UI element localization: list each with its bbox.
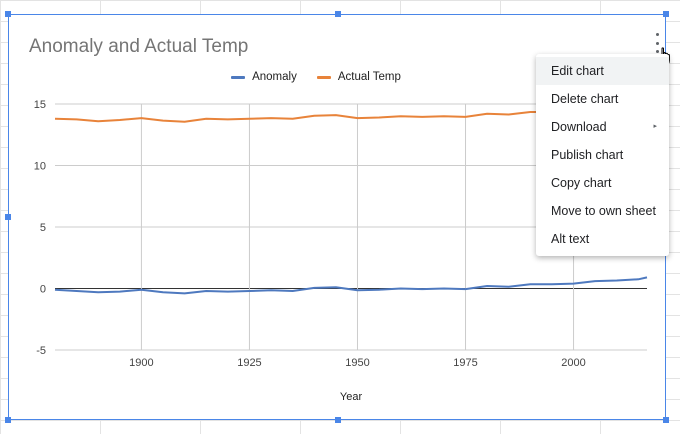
x-tick-label: 1925 <box>237 357 261 369</box>
menu-item-label: Copy chart <box>551 176 612 190</box>
legend-swatch-actual-temp <box>316 75 331 79</box>
resize-handle-top-center[interactable] <box>335 11 341 17</box>
menu-item-delete-chart[interactable]: Delete chart <box>536 85 669 113</box>
y-tick-label: 15 <box>34 99 46 111</box>
menu-item-label: Download <box>551 120 607 134</box>
legend-label-anomaly: Anomaly <box>252 71 297 83</box>
y-tick-label: 0 <box>40 284 46 296</box>
menu-item-publish-chart[interactable]: Publish chart <box>536 141 669 169</box>
menu-item-alt-text[interactable]: Alt text <box>536 225 669 253</box>
menu-item-label: Alt text <box>551 232 590 246</box>
more-vert-icon[interactable] <box>652 33 662 53</box>
resize-handle-top-right[interactable] <box>663 11 669 17</box>
menu-item-copy-chart[interactable]: Copy chart <box>536 169 669 197</box>
x-tick-label: 2000 <box>561 357 585 369</box>
legend-entry-actual-temp: Actual Temp <box>316 71 401 83</box>
resize-handle-top-left[interactable] <box>5 11 11 17</box>
menu-item-label: Publish chart <box>551 148 624 162</box>
menu-item-label: Move to own sheet <box>551 204 656 218</box>
chart-card[interactable]: Anomaly and Actual Temp Anomaly Actual T… <box>5 11 670 423</box>
menu-item-label: Edit chart <box>551 64 604 78</box>
x-tick-label: 1900 <box>129 357 153 369</box>
resize-handle-bottom-right[interactable] <box>663 417 669 423</box>
legend-swatch-anomaly <box>231 75 246 79</box>
y-tick-label: -5 <box>36 345 46 357</box>
menu-item-edit-chart[interactable]: Edit chart <box>536 57 669 85</box>
menu-item-label: Delete chart <box>551 92 619 106</box>
legend-label-actual-temp: Actual Temp <box>337 71 401 83</box>
chart-legend: Anomaly Actual Temp <box>9 71 665 83</box>
chart-context-menu: Edit chart Delete chart Download ▸ Publi… <box>536 54 669 256</box>
x-tick-label: 1975 <box>453 357 477 369</box>
y-tick-label: 10 <box>34 161 46 173</box>
resize-handle-bottom-center[interactable] <box>335 417 341 423</box>
resize-handle-bottom-left[interactable] <box>5 417 11 423</box>
series-line-anomaly <box>54 276 648 295</box>
resize-handle-middle-left[interactable] <box>5 214 11 220</box>
x-axis-title: Year <box>340 391 363 403</box>
legend-entry-anomaly: Anomaly <box>231 71 297 83</box>
x-tick-label: 1950 <box>345 357 369 369</box>
menu-item-move-to-own-sheet[interactable]: Move to own sheet <box>536 197 669 225</box>
menu-item-download[interactable]: Download ▸ <box>536 113 669 141</box>
chart-axes: -5 0 5 10 15 1900 1925 1950 1975 2000 <box>34 99 586 369</box>
y-tick-label: 5 <box>40 222 46 234</box>
chart-title[interactable]: Anomaly and Actual Temp <box>29 36 249 57</box>
submenu-arrow-icon: ▸ <box>653 123 657 130</box>
